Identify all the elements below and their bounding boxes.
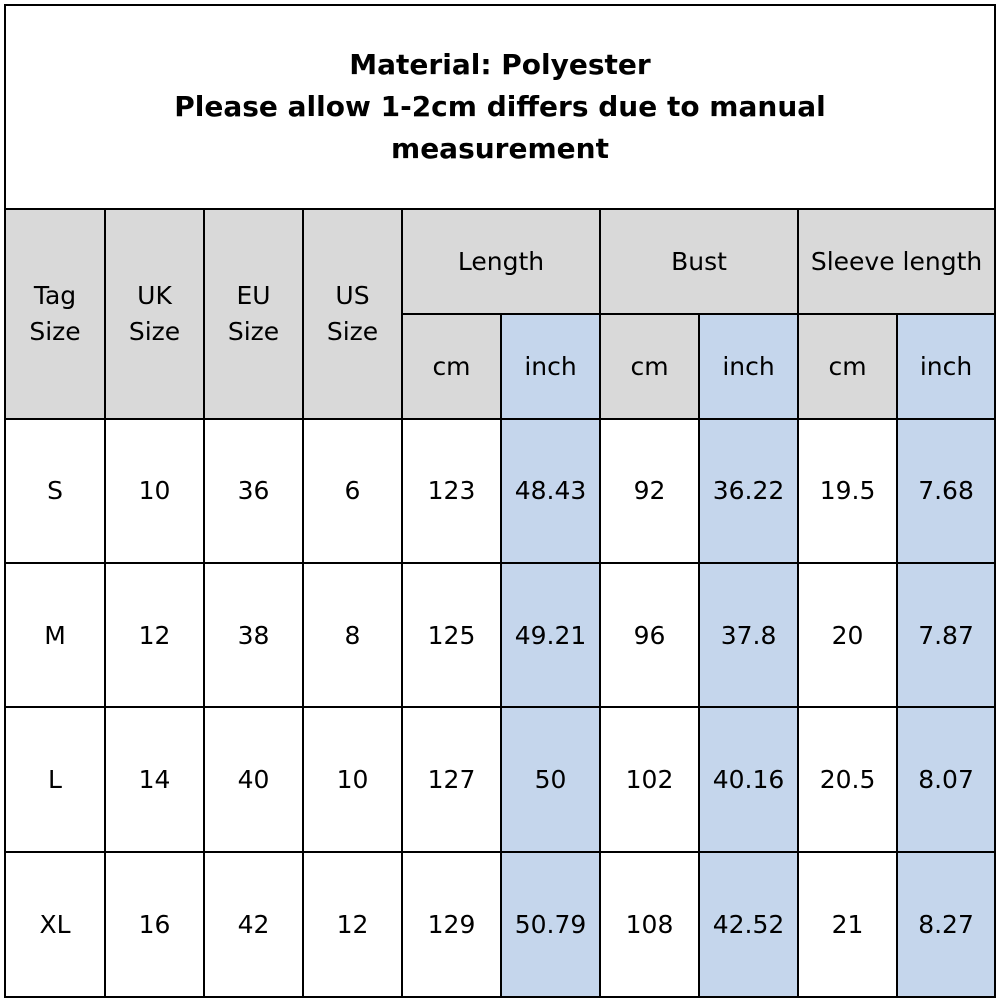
cell-length-inch: 49.21 xyxy=(499,561,602,709)
header-uk-size: UK Size xyxy=(104,210,205,420)
title-block: Material: Polyester Please allow 1-2cm d… xyxy=(6,6,994,210)
table-row: S 10 36 6 123 48.43 92 36.22 19.5 7.68 xyxy=(6,417,995,564)
cell-bust-inch: 40.16 xyxy=(698,706,800,853)
cell-bust-cm: 102 xyxy=(599,706,701,853)
header-bust: Bust xyxy=(599,210,800,316)
cell-sleeve-cm: 19.5 xyxy=(797,417,899,564)
cell-bust-inch: 37.8 xyxy=(698,561,800,709)
header-row-units: cm inch cm inch cm inch xyxy=(6,313,995,420)
table-row: L 14 40 10 127 50 102 40.16 20.5 8.07 xyxy=(6,706,995,853)
cell-us-size: 10 xyxy=(302,706,403,853)
header-sleeve-cm: cm xyxy=(797,313,899,420)
title-material: Material: Polyester xyxy=(349,48,651,81)
cell-length-inch: 50.79 xyxy=(499,850,602,996)
header-row-top: Tag Size UK Size EU Size US Size Length … xyxy=(6,210,995,420)
title-note: Please allow 1-2cm differs due to manual xyxy=(174,90,826,123)
size-table: Tag Size UK Size EU Size US Size Length … xyxy=(6,210,995,996)
title-note-continued: measurement xyxy=(391,132,609,165)
cell-tag-size: M xyxy=(6,561,106,709)
header-bust-cm: cm xyxy=(599,313,701,420)
cell-uk-size: 10 xyxy=(104,417,205,564)
cell-tag-size: L xyxy=(6,706,106,853)
cell-tag-size: XL xyxy=(6,850,106,996)
cell-sleeve-inch: 7.68 xyxy=(896,417,995,564)
cell-sleeve-cm: 20.5 xyxy=(797,706,899,853)
cell-length-cm: 129 xyxy=(401,850,502,996)
cell-sleeve-inch: 8.07 xyxy=(896,706,995,853)
header-length-inch: inch xyxy=(499,313,602,420)
cell-sleeve-inch: 8.27 xyxy=(896,850,995,996)
cell-eu-size: 36 xyxy=(203,417,304,564)
cell-length-inch: 50 xyxy=(499,706,602,853)
header-sleeve-length: Sleeve length xyxy=(797,210,995,316)
header-tag-size: Tag Size xyxy=(6,210,106,420)
cell-length-cm: 127 xyxy=(401,706,502,853)
cell-eu-size: 40 xyxy=(203,706,304,853)
cell-length-cm: 125 xyxy=(401,561,502,709)
cell-uk-size: 12 xyxy=(104,561,205,709)
cell-bust-cm: 108 xyxy=(599,850,701,996)
table-row: M 12 38 8 125 49.21 96 37.8 20 7.87 xyxy=(6,561,995,709)
header-length: Length xyxy=(400,210,602,316)
cell-length-inch: 48.43 xyxy=(499,417,602,564)
cell-eu-size: 38 xyxy=(203,561,304,709)
size-chart-frame: Material: Polyester Please allow 1-2cm d… xyxy=(4,4,996,998)
header-eu-size: EU Size xyxy=(203,210,304,420)
cell-bust-inch: 36.22 xyxy=(698,417,800,564)
cell-us-size: 6 xyxy=(302,417,403,564)
cell-bust-cm: 92 xyxy=(599,417,701,564)
cell-eu-size: 42 xyxy=(203,850,304,996)
header-sleeve-inch: inch xyxy=(896,313,995,420)
cell-bust-inch: 42.52 xyxy=(698,850,800,996)
cell-uk-size: 16 xyxy=(104,850,205,996)
header-us-size: US Size xyxy=(302,210,403,420)
cell-bust-cm: 96 xyxy=(599,561,701,709)
header-bust-inch: inch xyxy=(698,313,800,420)
header-length-cm: cm xyxy=(402,313,502,420)
cell-length-cm: 123 xyxy=(401,417,502,564)
cell-sleeve-cm: 20 xyxy=(797,561,899,709)
cell-tag-size: S xyxy=(6,417,106,564)
cell-us-size: 8 xyxy=(302,561,403,709)
table-row: XL 16 42 12 129 50.79 108 42.52 21 8.27 xyxy=(6,850,995,996)
cell-sleeve-cm: 21 xyxy=(797,850,899,996)
cell-uk-size: 14 xyxy=(104,706,205,853)
cell-us-size: 12 xyxy=(302,850,403,996)
cell-sleeve-inch: 7.87 xyxy=(896,561,995,709)
